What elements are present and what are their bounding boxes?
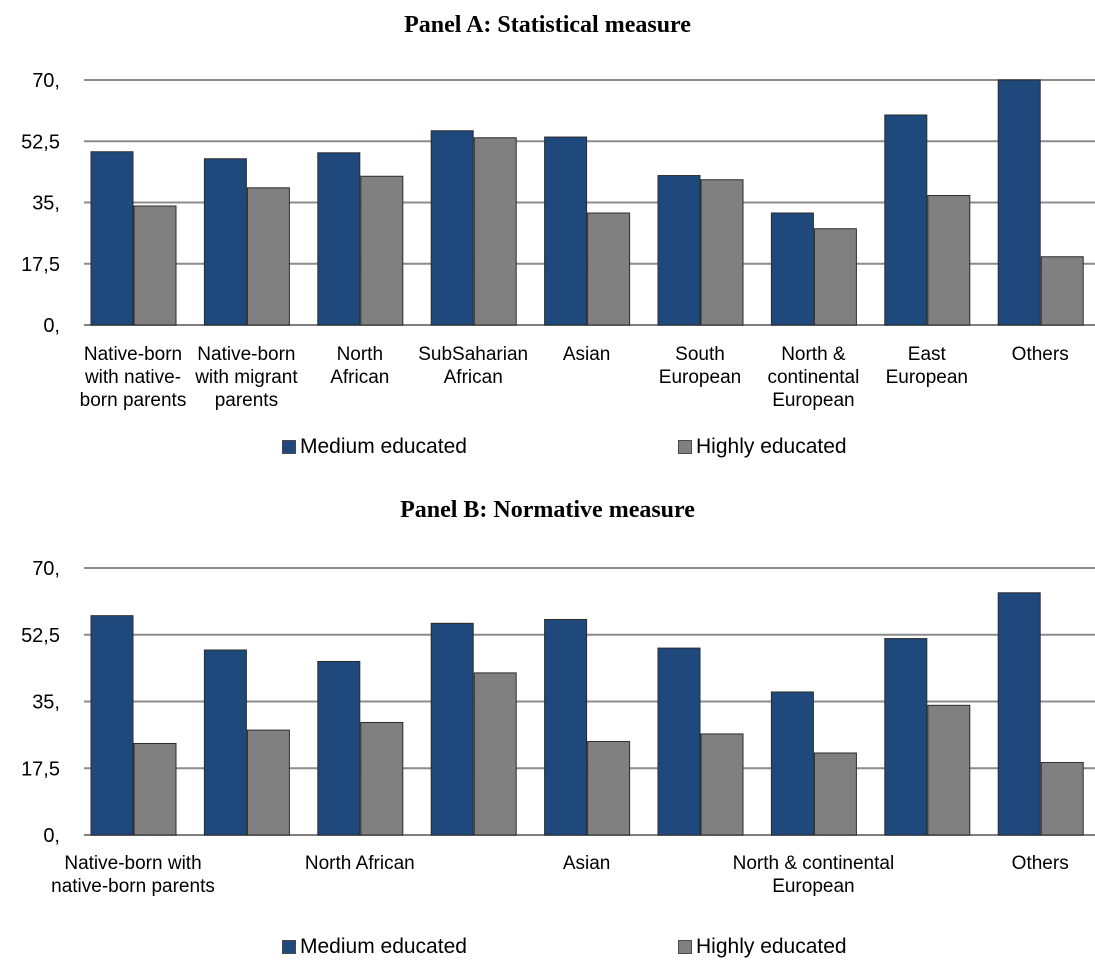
y-tick-label: 17,5 [21, 758, 60, 780]
x-category-label: Native-born [84, 344, 182, 365]
x-category-label: North African [305, 853, 415, 874]
bar-highly-educated [133, 742, 177, 836]
x-category-label: European [772, 876, 854, 897]
bar-highly-educated [927, 195, 971, 326]
x-category-label: with native- [84, 367, 181, 388]
legend-highly-educated-b: Highly educated [678, 935, 847, 959]
x-category-label: Native-born with [64, 853, 201, 874]
x-category-label: continental [767, 367, 859, 388]
y-tick-label: 17,5 [21, 254, 60, 276]
y-tick-label: 0, [43, 825, 60, 847]
panel-b-legend: Medium educated Highly educated [0, 935, 1095, 965]
legend-label-highly-b: Highly educated [696, 935, 847, 958]
x-category-label: Asian [563, 344, 611, 365]
legend-swatch-highly-b [678, 940, 692, 954]
bar-highly-educated [133, 205, 177, 326]
bar-medium-educated [544, 136, 588, 326]
x-category-label: European [659, 367, 741, 388]
bar-highly-educated [700, 733, 744, 836]
x-category-label: Asian [563, 853, 611, 874]
x-category-label: with migrant [194, 367, 298, 388]
bar-medium-educated [90, 615, 134, 836]
x-category-label: North & [781, 344, 846, 365]
y-tick-label: 52,5 [21, 131, 60, 153]
bar-highly-educated [1040, 762, 1084, 836]
bar-medium-educated [657, 647, 701, 836]
y-tick-label: 35, [32, 193, 60, 215]
x-category-label: European [886, 367, 968, 388]
bar-highly-educated [473, 137, 517, 326]
x-category-label: North [337, 344, 383, 365]
bar-highly-educated [360, 175, 404, 326]
bar-highly-educated [587, 212, 631, 326]
legend-medium-educated-b: Medium educated [282, 935, 467, 959]
bar-medium-educated [884, 114, 928, 326]
legend-label-medium: Medium educated [300, 435, 467, 458]
x-category-label: SubSaharian [418, 344, 528, 365]
bar-highly-educated [587, 741, 631, 836]
bar-medium-educated [884, 638, 928, 836]
bar-highly-educated [360, 721, 404, 836]
bar-medium-educated [997, 79, 1041, 326]
x-category-label: North & continental [733, 853, 895, 874]
bar-medium-educated [203, 649, 247, 836]
legend-swatch-medium [282, 440, 296, 454]
x-category-label: native-born parents [51, 876, 215, 897]
legend-label-highly: Highly educated [696, 435, 847, 458]
bar-medium-educated [430, 130, 474, 326]
legend-label-medium-b: Medium educated [300, 935, 467, 958]
x-category-label: Native-born [197, 344, 295, 365]
bar-medium-educated [770, 212, 814, 326]
y-tick-label: 0, [43, 315, 60, 337]
bar-medium-educated [997, 592, 1041, 836]
x-category-label: African [444, 367, 503, 388]
y-tick-label: 52,5 [21, 625, 60, 647]
bar-medium-educated [770, 691, 814, 836]
y-tick-label: 35, [32, 692, 60, 714]
bar-medium-educated [430, 622, 474, 836]
legend-swatch-medium-b [282, 940, 296, 954]
panel-b-title: Panel B: Normative measure [400, 497, 695, 523]
x-category-label: Others [1012, 853, 1069, 874]
bar-medium-educated [90, 151, 134, 326]
x-category-label: East [908, 344, 947, 365]
x-category-label: South [675, 344, 725, 365]
bar-highly-educated [700, 179, 744, 326]
bar-highly-educated [927, 704, 971, 836]
bar-medium-educated [544, 618, 588, 836]
x-category-label: European [772, 390, 854, 411]
legend-highly-educated: Highly educated [678, 435, 847, 459]
bar-highly-educated [813, 752, 857, 836]
bar-highly-educated [473, 672, 517, 836]
x-category-label: born parents [80, 390, 187, 411]
bar-highly-educated [813, 228, 857, 326]
x-category-label: Others [1012, 344, 1069, 365]
legend-medium-educated: Medium educated [282, 435, 467, 459]
x-category-label: parents [215, 390, 278, 411]
panel-a-legend: Medium educated Highly educated [0, 435, 1095, 465]
x-category-label: African [330, 367, 389, 388]
bar-medium-educated [203, 158, 247, 326]
bar-medium-educated [657, 175, 701, 326]
bar-highly-educated [246, 729, 290, 836]
panel-a-title: Panel A: Statistical measure [404, 12, 691, 38]
bar-highly-educated [1040, 256, 1084, 326]
y-tick-label: 70, [32, 558, 60, 580]
legend-swatch-highly [678, 440, 692, 454]
bar-medium-educated [317, 660, 361, 836]
y-tick-label: 70, [32, 70, 60, 92]
bar-medium-educated [317, 152, 361, 326]
bar-highly-educated [246, 187, 290, 326]
